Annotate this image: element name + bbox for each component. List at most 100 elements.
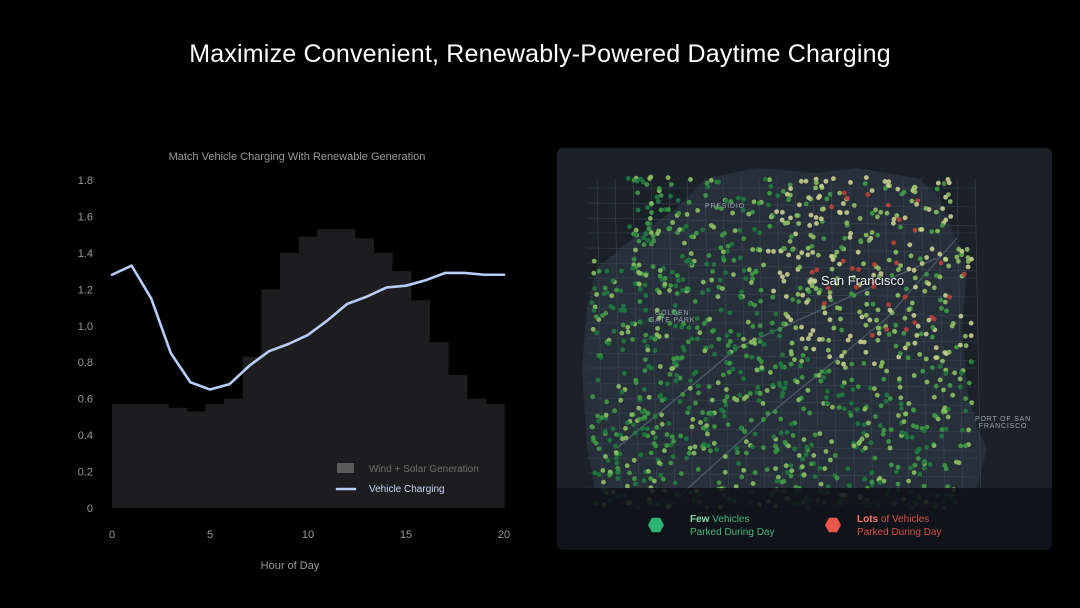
density-hex bbox=[920, 368, 926, 374]
legend-rest: Vehicles bbox=[709, 514, 750, 525]
generation-step-bar bbox=[149, 404, 169, 508]
density-hex bbox=[869, 479, 875, 485]
density-hex bbox=[961, 271, 967, 277]
density-hex bbox=[822, 466, 828, 471]
density-hex bbox=[608, 304, 614, 309]
density-hex bbox=[764, 467, 770, 472]
density-hex bbox=[688, 378, 693, 383]
density-hex bbox=[716, 179, 721, 185]
density-hex bbox=[659, 412, 664, 418]
density-hex bbox=[727, 310, 733, 316]
density-hex bbox=[666, 226, 672, 232]
density-hex bbox=[618, 397, 624, 403]
density-hex bbox=[968, 333, 974, 339]
density-hex bbox=[649, 201, 654, 206]
density-hex bbox=[850, 387, 856, 393]
density-hex bbox=[826, 337, 832, 343]
density-hex bbox=[896, 413, 901, 418]
density-hex bbox=[771, 434, 777, 440]
generation-step-bar bbox=[261, 289, 281, 508]
density-hex bbox=[643, 332, 649, 338]
density-hex bbox=[652, 348, 658, 353]
density-hex bbox=[955, 258, 961, 264]
density-hex bbox=[714, 447, 720, 452]
density-hex bbox=[649, 241, 654, 247]
map-land bbox=[582, 168, 987, 508]
density-hex bbox=[633, 380, 639, 385]
density-hex bbox=[783, 380, 789, 386]
density-hex bbox=[947, 383, 953, 388]
density-hex bbox=[686, 257, 692, 263]
density-hex bbox=[654, 425, 660, 430]
density-hex bbox=[819, 369, 825, 374]
density-hex bbox=[871, 272, 876, 278]
density-hex bbox=[829, 266, 835, 272]
density-hex bbox=[827, 192, 833, 197]
density-hex bbox=[758, 287, 764, 293]
x-tick-label: 5 bbox=[207, 529, 213, 541]
density-hex bbox=[741, 467, 747, 473]
density-hex bbox=[818, 378, 824, 384]
density-hex bbox=[656, 186, 662, 191]
density-hex bbox=[910, 423, 916, 429]
density-hex bbox=[666, 207, 671, 212]
density-hex bbox=[790, 297, 795, 302]
density-hex bbox=[895, 292, 901, 298]
density-hex bbox=[889, 462, 894, 468]
density-hex bbox=[873, 414, 878, 419]
density-hex bbox=[846, 483, 852, 488]
density-hex bbox=[783, 311, 789, 317]
density-hex bbox=[716, 480, 722, 486]
density-hex bbox=[921, 483, 927, 489]
density-hex bbox=[914, 333, 920, 338]
density-hex bbox=[757, 247, 763, 253]
density-hex bbox=[706, 253, 712, 258]
density-hex bbox=[718, 307, 724, 313]
density-hex bbox=[959, 427, 965, 433]
density-hex bbox=[935, 228, 940, 234]
density-hex bbox=[619, 389, 625, 395]
density-hex bbox=[939, 433, 945, 439]
density-hex bbox=[870, 279, 876, 285]
density-hex bbox=[592, 470, 598, 476]
map-street bbox=[586, 427, 978, 433]
density-hex bbox=[609, 293, 615, 299]
density-hex bbox=[805, 387, 811, 393]
density-hex bbox=[730, 366, 736, 372]
density-hex bbox=[904, 286, 909, 292]
density-hex bbox=[929, 246, 935, 252]
density-hex bbox=[784, 272, 790, 277]
map-street bbox=[586, 472, 978, 478]
density-hex bbox=[657, 364, 663, 369]
generation-step-bar bbox=[205, 404, 225, 508]
density-hex bbox=[816, 290, 822, 296]
density-hex bbox=[772, 409, 778, 415]
density-hex bbox=[792, 357, 797, 362]
density-hex bbox=[839, 353, 845, 359]
density-hex bbox=[826, 368, 832, 374]
density-hex bbox=[632, 476, 637, 482]
density-hex bbox=[622, 308, 628, 313]
density-hex bbox=[728, 199, 734, 205]
density-hex bbox=[664, 432, 670, 437]
density-hex bbox=[752, 302, 758, 308]
density-hex bbox=[603, 429, 608, 434]
density-hex bbox=[664, 333, 670, 339]
density-hex bbox=[873, 207, 878, 213]
map-street bbox=[920, 177, 928, 509]
density-hex bbox=[700, 227, 706, 233]
density-hex bbox=[881, 478, 887, 484]
density-hex bbox=[888, 427, 894, 432]
density-hex bbox=[835, 276, 840, 281]
density-hex bbox=[631, 422, 636, 428]
density-hex bbox=[966, 427, 971, 433]
density-hex bbox=[787, 239, 793, 244]
density-hex bbox=[675, 198, 681, 203]
density-hex bbox=[686, 199, 692, 205]
density-hex bbox=[704, 180, 710, 186]
density-hex bbox=[607, 472, 612, 478]
density-hex bbox=[872, 386, 877, 392]
density-hex bbox=[824, 395, 829, 400]
density-hex bbox=[915, 198, 921, 203]
density-hex bbox=[668, 283, 674, 288]
